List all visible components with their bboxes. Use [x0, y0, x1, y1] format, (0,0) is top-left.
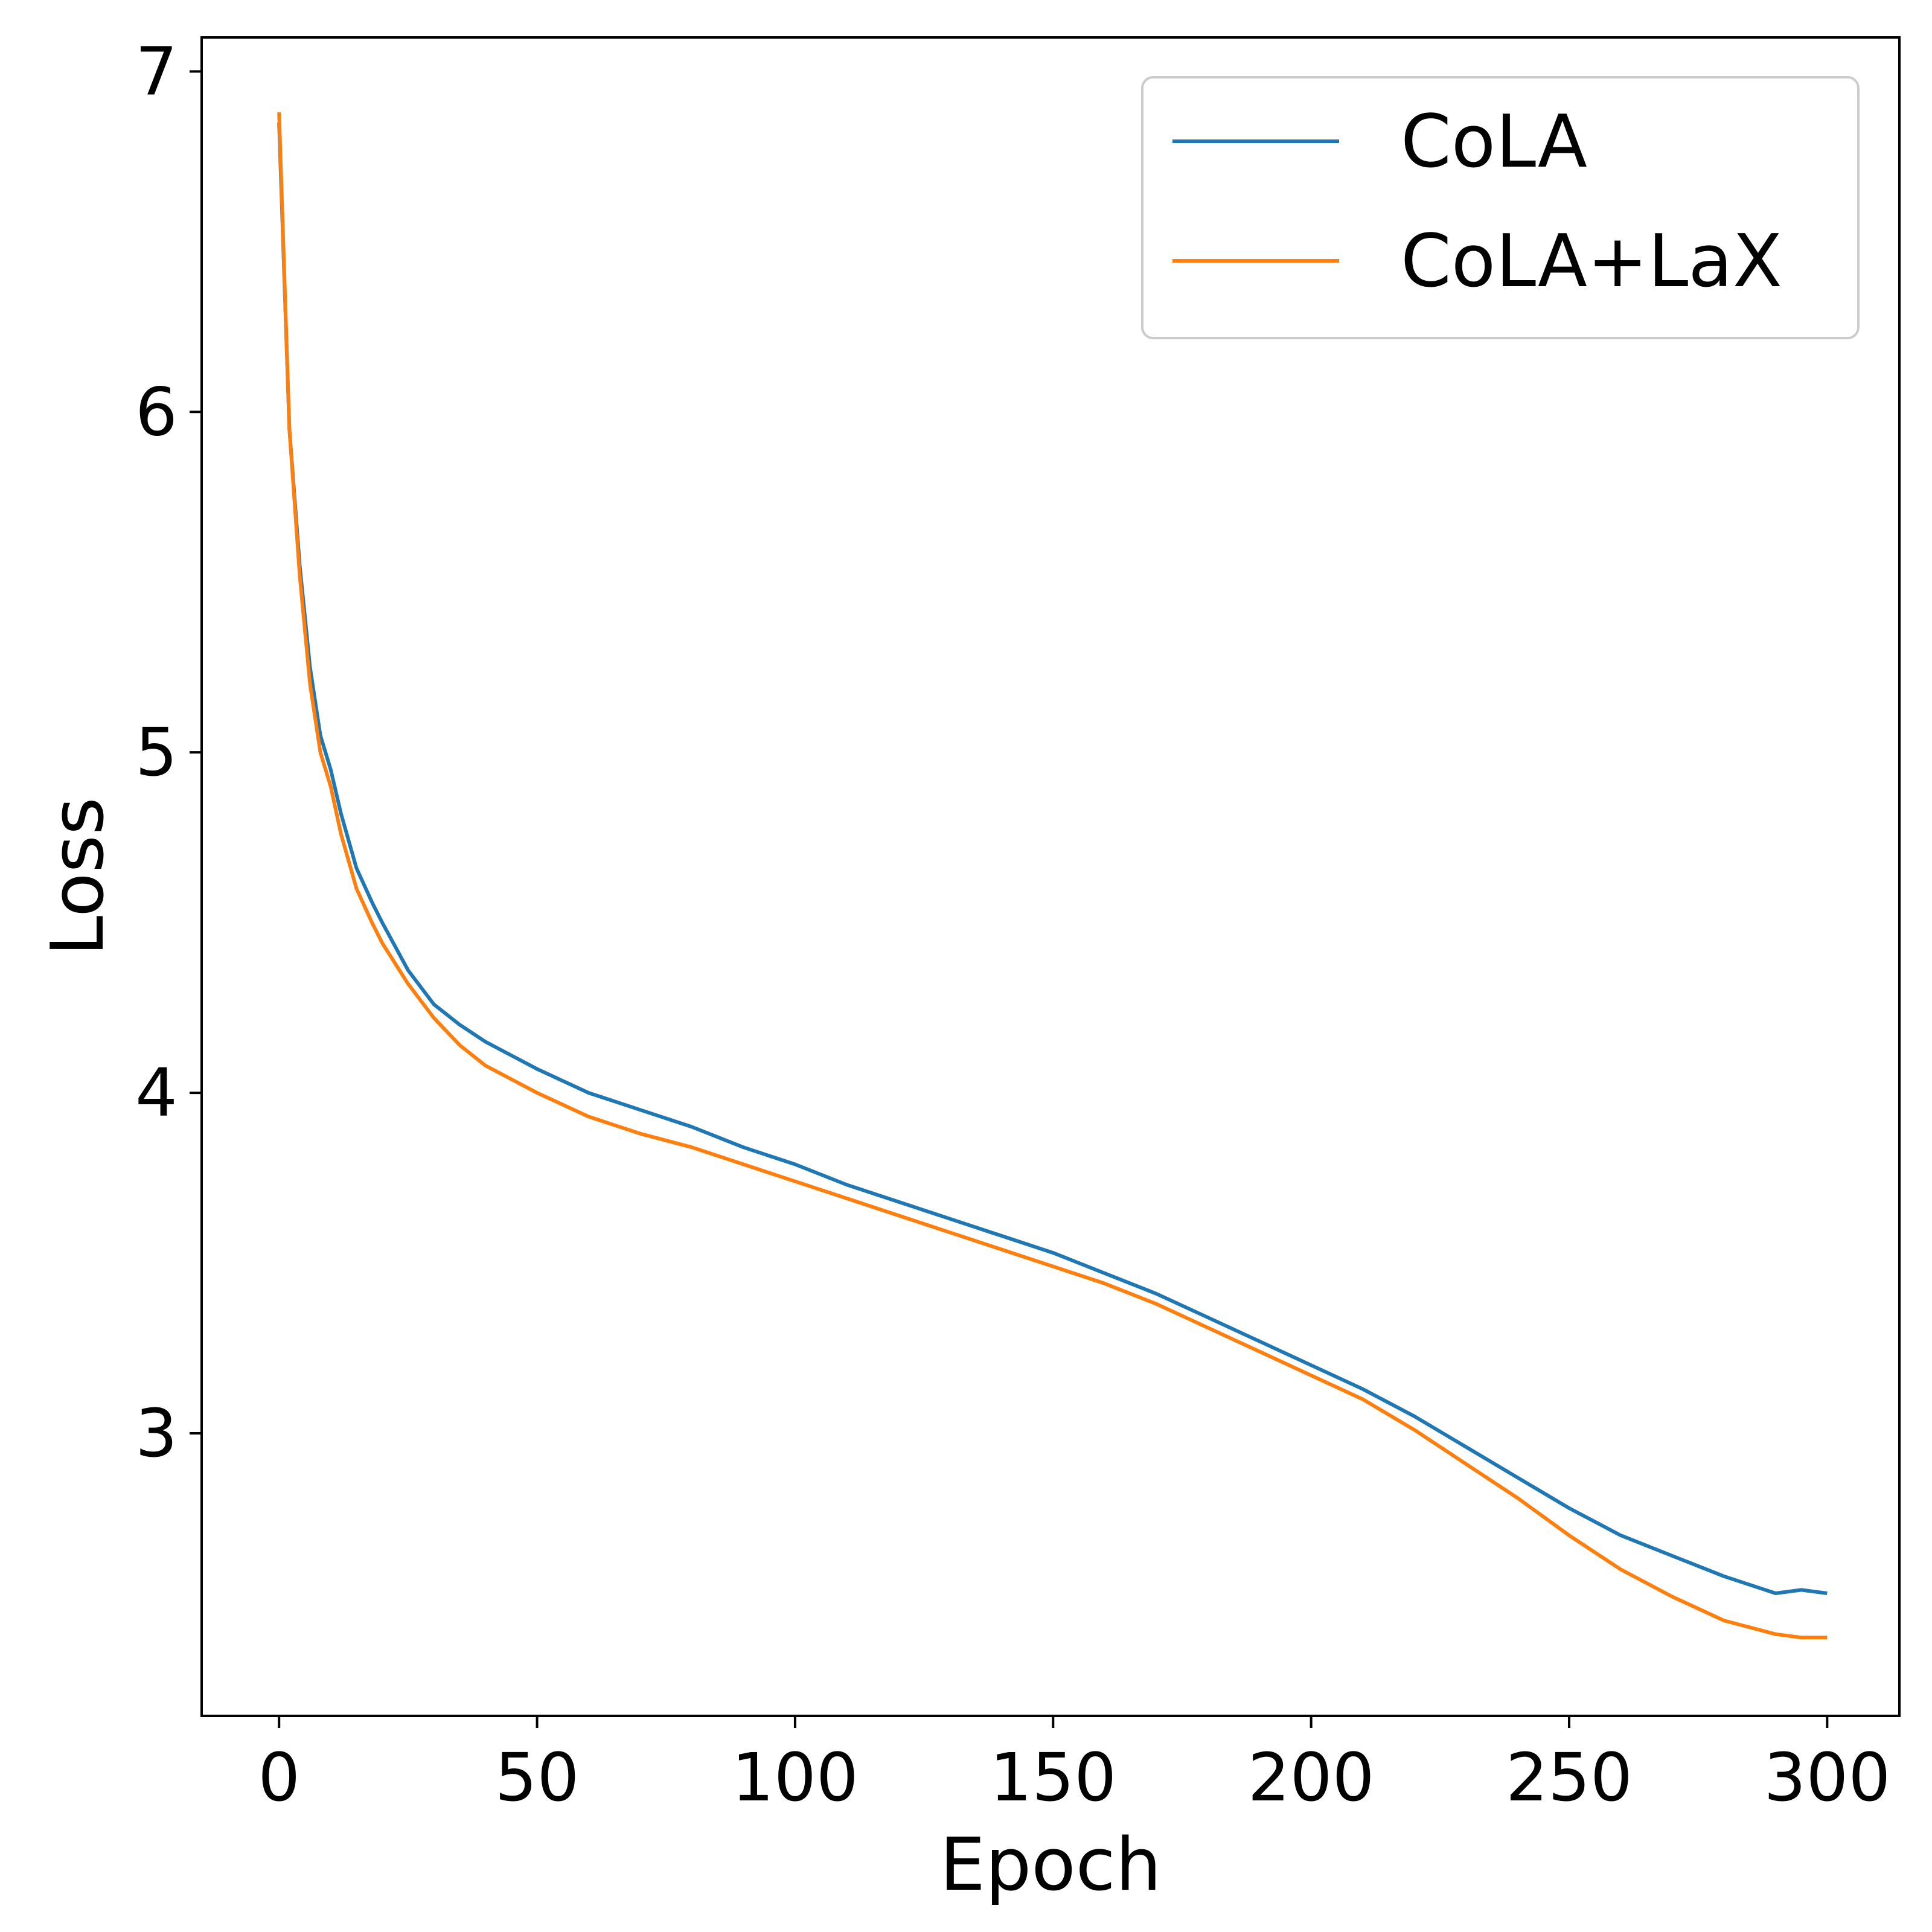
y-axis-label: Loss	[36, 797, 120, 956]
x-tick-label: 0	[258, 1739, 300, 1816]
x-tick-label: 50	[495, 1739, 580, 1816]
x-axis-label: Epoch	[939, 1823, 1161, 1907]
y-tick-label: 6	[135, 373, 178, 450]
y-tick-label: 7	[135, 33, 178, 110]
x-tick-label: 100	[732, 1739, 859, 1816]
x-tick-label: 250	[1506, 1739, 1633, 1816]
axis-ticks: 0 50 100 150 200 250 300 3 4 5 6 7	[135, 33, 1890, 1816]
y-tick-label: 3	[135, 1395, 178, 1472]
legend: CoLA CoLA+LaX	[1141, 76, 1860, 339]
legend-label-cola-lax: CoLA+LaX	[1401, 220, 1782, 304]
plot-area-frame	[200, 36, 1901, 1717]
y-tick-label: 5	[135, 714, 178, 791]
series-line-cola-lax	[277, 112, 1828, 1640]
legend-label-cola: CoLA	[1401, 100, 1587, 184]
series-line-cola	[277, 122, 1828, 1595]
y-tick-label: 4	[135, 1054, 178, 1131]
x-tick-label: 300	[1764, 1739, 1890, 1816]
series-lines	[277, 112, 1828, 1640]
x-tick-label: 150	[990, 1739, 1116, 1816]
x-tick-label: 200	[1248, 1739, 1375, 1816]
